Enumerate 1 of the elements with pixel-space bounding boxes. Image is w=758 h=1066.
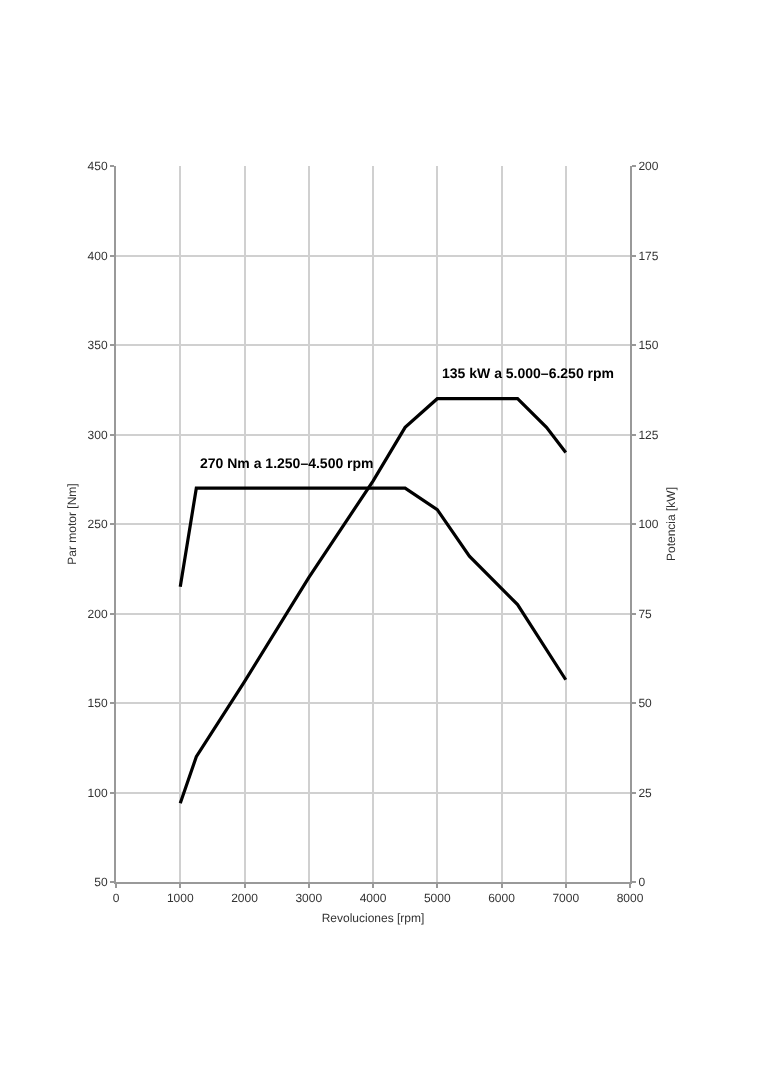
line-series [178, 397, 568, 805]
